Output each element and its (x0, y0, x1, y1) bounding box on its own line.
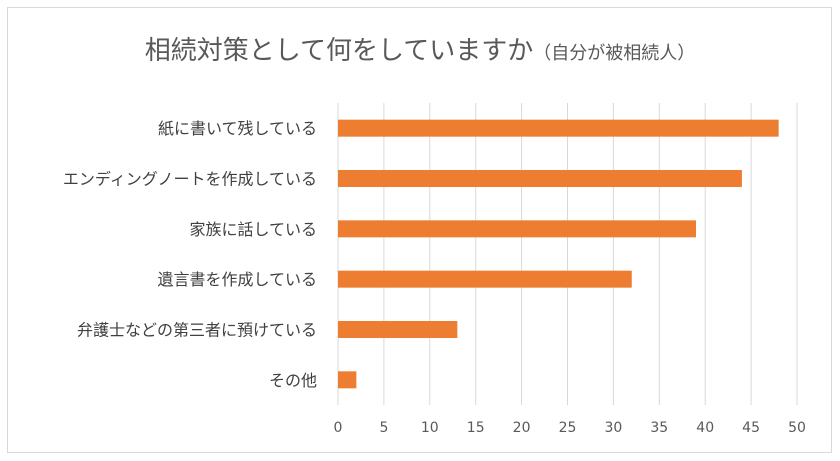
bars (338, 119, 779, 389)
x-tick-label: 25 (559, 420, 577, 436)
x-tick-label: 0 (334, 420, 343, 436)
category-label: 紙に書いて残している (158, 119, 317, 138)
bar-0 (338, 119, 779, 137)
x-tick-label: 20 (513, 420, 531, 436)
category-label: その他 (269, 371, 317, 390)
x-tick-label: 10 (421, 420, 439, 436)
bar-1 (338, 170, 742, 187)
x-tick-label: 30 (604, 420, 622, 436)
bar-3 (338, 270, 632, 288)
x-tick-label: 15 (467, 420, 485, 436)
x-tick-label: 50 (788, 420, 806, 436)
bar-2 (338, 220, 697, 238)
gridlines (337, 103, 798, 405)
bar-5 (338, 371, 357, 389)
x-tick-label: 35 (650, 420, 668, 436)
x-tick-labels: 0 5 10 15 20 25 30 35 40 45 50 (334, 420, 806, 436)
category-label: エンディングノートを作成している (63, 170, 317, 189)
x-tick-label: 5 (379, 420, 388, 436)
category-label: 家族に話している (189, 220, 317, 239)
category-label: 遺言書を作成している (157, 270, 317, 289)
category-labels: 紙に書いて残しているエンディングノートを作成している家族に話している遺言書を作成… (63, 119, 317, 390)
chart-title: 相続対策として何をしていますか（自分が被相続人） (0, 30, 840, 67)
chart-title-main: 相続対策として何をしていますか (144, 36, 534, 66)
chart-subtitle: （自分が被相続人） (533, 43, 696, 64)
bar-4 (338, 321, 458, 338)
category-label: 弁護士などの第三者に預けている (77, 321, 317, 340)
x-tick-label: 45 (742, 420, 760, 436)
x-tick-label: 40 (696, 420, 714, 436)
